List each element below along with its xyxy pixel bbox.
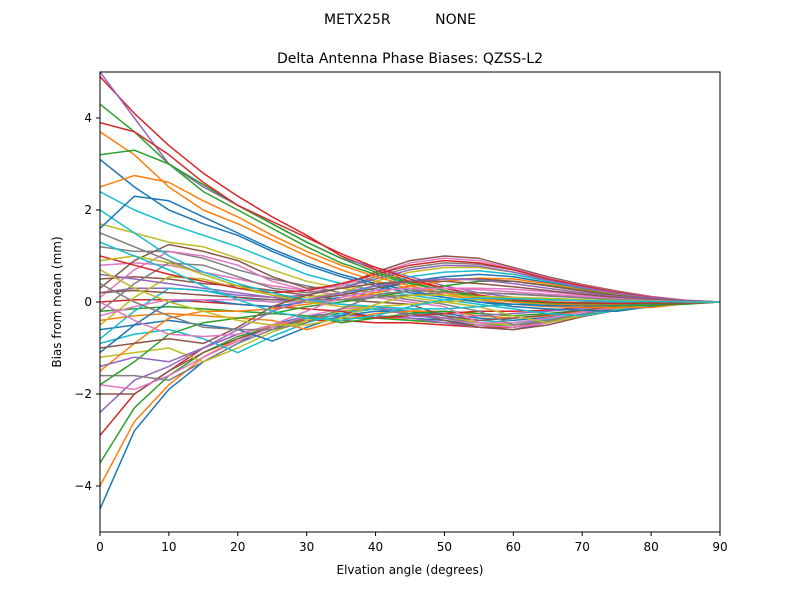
series-line-23 (100, 103, 720, 307)
series-line-34 (100, 255, 720, 303)
series-line-26 (100, 243, 720, 303)
x-axis-label: Elvation angle (degrees) (337, 563, 484, 577)
y-axis: −4 −2 0 2 4 (74, 111, 100, 493)
series-layer (100, 72, 720, 510)
series-line-44 (100, 121, 720, 305)
x-axis: 0 10 20 30 40 50 60 70 80 90 (96, 532, 728, 554)
y-tick-label: −4 (74, 479, 92, 493)
series-line-50 (100, 241, 720, 322)
figure-suptitle: METX25R NONE (324, 12, 476, 28)
series-line-19 (100, 223, 720, 324)
x-tick-label: 50 (437, 540, 452, 554)
x-tick-label: 60 (506, 540, 521, 554)
series-line-21 (100, 158, 720, 312)
chart-title: Delta Antenna Phase Biases: QZSS-L2 (277, 51, 543, 67)
x-tick-label: 20 (230, 540, 245, 554)
x-tick-label: 0 (96, 540, 104, 554)
x-tick-label: 70 (575, 540, 590, 554)
y-tick-label: −2 (74, 387, 92, 401)
x-tick-label: 80 (643, 540, 658, 554)
x-tick-label: 40 (368, 540, 383, 554)
x-tick-label: 30 (299, 540, 314, 554)
y-tick-label: 0 (84, 295, 92, 309)
series-line-35 (100, 264, 720, 303)
y-tick-label: 4 (84, 111, 92, 125)
x-tick-label: 90 (712, 540, 727, 554)
x-tick-label: 10 (161, 540, 176, 554)
series-line-47 (100, 287, 720, 338)
series-line-46 (100, 280, 720, 349)
series-line-48 (100, 282, 720, 331)
y-tick-label: 2 (84, 203, 92, 217)
series-line-40 (100, 209, 720, 310)
y-axis-label: Bias from mean (mm) (50, 236, 64, 367)
series-line-18 (100, 246, 720, 326)
